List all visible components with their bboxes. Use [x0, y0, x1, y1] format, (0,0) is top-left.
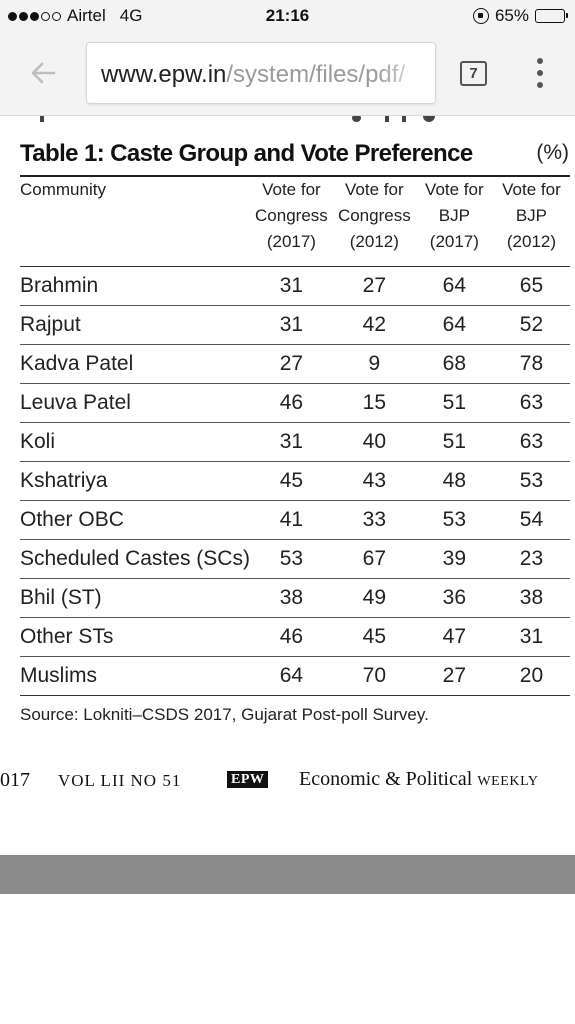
- footer-publication: Economic & Political weekly: [299, 768, 539, 790]
- table-row: Kadva Patel 27 9 68 78: [20, 344, 570, 384]
- epw-logo-badge: EPW: [227, 771, 269, 788]
- blank-area: [0, 894, 575, 1024]
- data-table: Community Vote for Congress (2017) Vote fo…: [20, 177, 570, 696]
- table-row: Other STs 46 45 47 31: [20, 617, 570, 657]
- network-type: 4G: [119, 6, 143, 25]
- status-right: 65%: [472, 6, 568, 26]
- table-row: Kshatriya 45 43 48 53: [20, 461, 570, 501]
- table-row: Leuva Patel 46 15 51 63: [20, 383, 570, 423]
- page-separator: [0, 855, 575, 894]
- table-unit: (%): [536, 141, 569, 164]
- table-row: Brahmin 31 27 64 65: [20, 266, 570, 306]
- clock: 21:16: [265, 6, 310, 25]
- table-row: Other OBC 41 33 53 54: [20, 500, 570, 540]
- footer-page-number: 017: [0, 769, 30, 791]
- table-row: Rajput 31 42 64 52: [20, 305, 570, 345]
- back-arrow-icon[interactable]: [28, 58, 58, 88]
- header-community: Community: [20, 177, 250, 267]
- battery-percent: 65%: [494, 6, 529, 25]
- clipped-text-line: [40, 116, 460, 122]
- header-congress-2012: Vote for Congress (2012): [332, 177, 416, 267]
- pdf-page: Table 1: Caste Group and Vote Preference…: [0, 116, 575, 853]
- browser-toolbar: www.epw.in/system/files/pdf/ 7: [0, 34, 575, 116]
- table-top-rule: [20, 175, 570, 177]
- table-source-note: Source: Lokniti–CSDS 2017, Gujarat Post-…: [20, 705, 429, 724]
- header-bjp-2012: Vote for BJP (2012): [492, 177, 570, 267]
- table-row: Koli 31 40 51 63: [20, 422, 570, 462]
- footer-volume: VOL LII NO 51: [58, 771, 182, 790]
- signal-strength-icon: [8, 11, 61, 21]
- url-text: www.epw.in/system/files/pdf/: [101, 61, 405, 89]
- url-domain: www.epw.in: [101, 61, 227, 88]
- tab-switcher-button[interactable]: 7: [460, 61, 487, 86]
- table-row: Bhil (ST) 38 49 36 38: [20, 578, 570, 618]
- carrier-name: Airtel: [67, 6, 106, 25]
- status-left: Airtel 4G: [8, 6, 142, 26]
- table-header-row: Community Vote for Congress (2017) Vote fo…: [20, 177, 570, 267]
- battery-icon: [535, 9, 568, 23]
- table-row: Scheduled Castes (SCs) 53 67 39 23: [20, 539, 570, 579]
- header-congress-2017: Vote for Congress (2017): [249, 177, 333, 267]
- header-bjp-2017: Vote for BJP (2017): [415, 177, 493, 267]
- table-title: Table 1: Caste Group and Vote Preference: [20, 140, 473, 167]
- page-footer: 017 VOL LII NO 51 EPW Economic & Politic…: [0, 767, 575, 797]
- overflow-menu-icon[interactable]: [536, 58, 544, 88]
- rotation-lock-icon: [472, 8, 489, 24]
- status-bar: Airtel 4G 21:16 65%: [0, 0, 575, 34]
- address-bar[interactable]: www.epw.in/system/files/pdf/: [86, 42, 436, 104]
- table-row: Muslims 64 70 27 20: [20, 656, 570, 696]
